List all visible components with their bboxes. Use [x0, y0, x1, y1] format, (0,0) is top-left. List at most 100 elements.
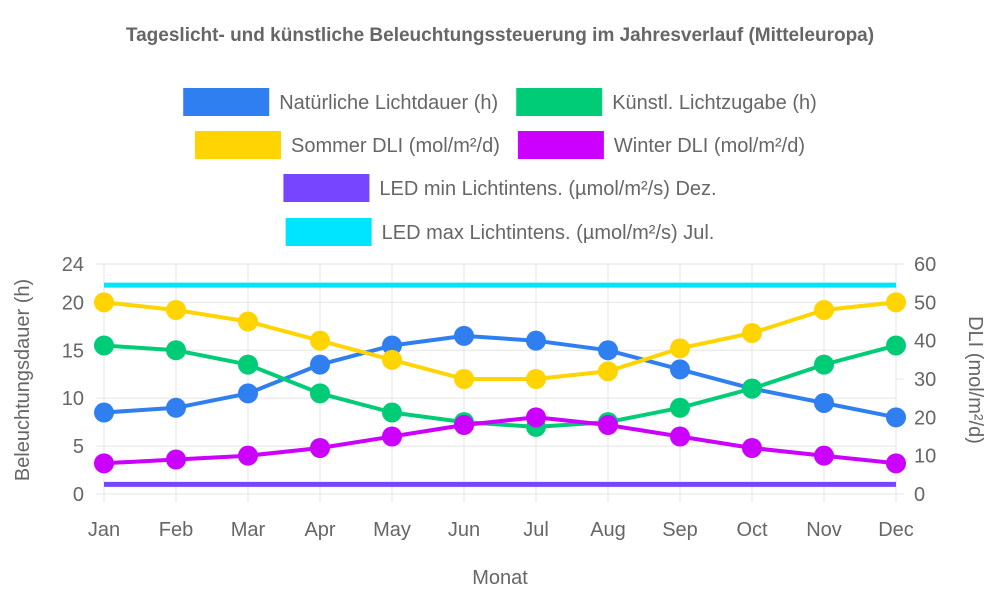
x-tick-label: Mar [231, 519, 266, 541]
y-right-tick-label: 40 [914, 331, 936, 353]
legend-item[interactable]: Natürliche Lichtdauer (h) [183, 88, 498, 116]
legend-item[interactable]: Sommer DLI (mol/m²/d) [194, 131, 500, 159]
legend-label: LED min Lichtintens. (µmol/m²/s) Dez. [379, 178, 716, 200]
series-line [103, 343, 897, 429]
data-point [238, 383, 258, 404]
data-point [598, 340, 618, 361]
y-right-tick-label: 60 [914, 254, 936, 276]
data-point [598, 415, 618, 435]
y-right-tick-label: 50 [914, 292, 936, 314]
data-point [742, 378, 762, 399]
x-tick-label: Jul [523, 519, 549, 541]
y-right-axis-label: DLI (mol/m²/d) [964, 316, 986, 444]
data-point [166, 449, 186, 470]
data-point [310, 438, 330, 458]
x-axis-label: Monat [472, 567, 528, 589]
y-left-tick-label: 15 [62, 340, 84, 362]
data-point [310, 330, 330, 351]
y-right-tick-label: 0 [914, 484, 925, 506]
legend-label: Künstl. Lichtzugabe (h) [612, 92, 817, 114]
grid [96, 263, 904, 502]
series-line [103, 333, 897, 420]
data-point [670, 338, 690, 359]
legend-label: Sommer DLI (mol/m²/d) [291, 135, 500, 157]
data-point [310, 354, 330, 375]
legend-swatch [516, 88, 603, 116]
data-point [526, 407, 546, 428]
data-point [166, 340, 186, 361]
data-point [94, 292, 114, 313]
data-point [238, 354, 258, 375]
legend-label: LED max Lichtintens. (µmol/m²/s) Jul. [382, 222, 715, 244]
x-tick-label: Dec [878, 519, 914, 541]
series-line [103, 415, 897, 466]
y-right-tick-label: 20 [914, 407, 936, 429]
y-left-tick-label: 24 [62, 254, 84, 276]
data-point [382, 402, 402, 423]
x-tick-label: Apr [304, 519, 335, 541]
series-0 [94, 325, 906, 428]
legend-swatch [285, 218, 372, 246]
legend-item[interactable]: LED min Lichtintens. (µmol/m²/s) Dez. [283, 174, 717, 202]
y-left-axis-label: Beleuchtungsdauer (h) [12, 279, 34, 481]
series-line [103, 300, 897, 381]
data-point [814, 392, 834, 413]
x-tick-label: Feb [159, 519, 193, 541]
y-left-tick-label: 0 [73, 484, 84, 506]
data-point [238, 445, 258, 466]
y-left-tick-label: 20 [62, 292, 84, 314]
legend-swatch [194, 131, 281, 159]
data-point [886, 292, 906, 313]
legend-item[interactable]: LED max Lichtintens. (µmol/m²/s) Jul. [285, 218, 715, 246]
data-point [742, 438, 762, 458]
y-left-tick-label: 5 [73, 436, 84, 458]
legend-label: Natürliche Lichtdauer (h) [279, 92, 498, 114]
data-point [526, 330, 546, 351]
x-tick-label: Nov [806, 519, 842, 541]
data-point [382, 349, 402, 370]
data-point [382, 335, 402, 356]
x-tick-label: May [373, 519, 411, 541]
data-point [886, 407, 906, 428]
data-point [814, 445, 834, 466]
data-point [670, 397, 690, 418]
x-tick-label: Aug [590, 519, 626, 541]
legend-swatch [517, 131, 604, 159]
legend-item[interactable]: Künstl. Lichtzugabe (h) [516, 88, 817, 116]
chart-title: Tageslicht- und künstliche Beleuchtungss… [126, 25, 874, 46]
x-tick-label: Jun [448, 519, 480, 541]
data-point [526, 369, 546, 389]
data-point [742, 323, 762, 343]
x-tick-label: Sep [662, 519, 698, 541]
data-point [94, 402, 114, 423]
legend: Natürliche Lichtdauer (h) Künstl. Lichtzu… [183, 88, 817, 246]
data-point [886, 335, 906, 356]
data-point [166, 397, 186, 418]
legend-swatch [183, 88, 270, 116]
series-layer [94, 282, 906, 487]
legend-label: Winter DLI (mol/m²/d) [614, 135, 805, 157]
legend-item[interactable]: Winter DLI (mol/m²/d) [517, 131, 805, 159]
data-point [454, 415, 474, 435]
data-point [382, 426, 402, 447]
data-point [238, 311, 258, 332]
data-point [454, 369, 474, 389]
x-tick-label: Jan [88, 519, 120, 541]
series-3 [94, 407, 906, 474]
data-point [886, 453, 906, 474]
data-point [166, 300, 186, 320]
data-point [670, 359, 690, 380]
axes: 0 5 10 15 20 24 0 10 20 30 40 50 60 Jan Feb Mar Apr May Ju… [62, 254, 937, 541]
x-tick-label: Oct [736, 519, 768, 541]
data-point [814, 300, 834, 320]
data-point [310, 383, 330, 404]
y-left-tick-label: 10 [62, 388, 84, 410]
legend-swatch [283, 174, 370, 202]
y-right-tick-label: 30 [914, 369, 936, 391]
data-point [598, 361, 618, 382]
series-2 [94, 292, 906, 389]
data-point [94, 335, 114, 356]
data-point [94, 453, 114, 474]
data-point [454, 325, 474, 346]
